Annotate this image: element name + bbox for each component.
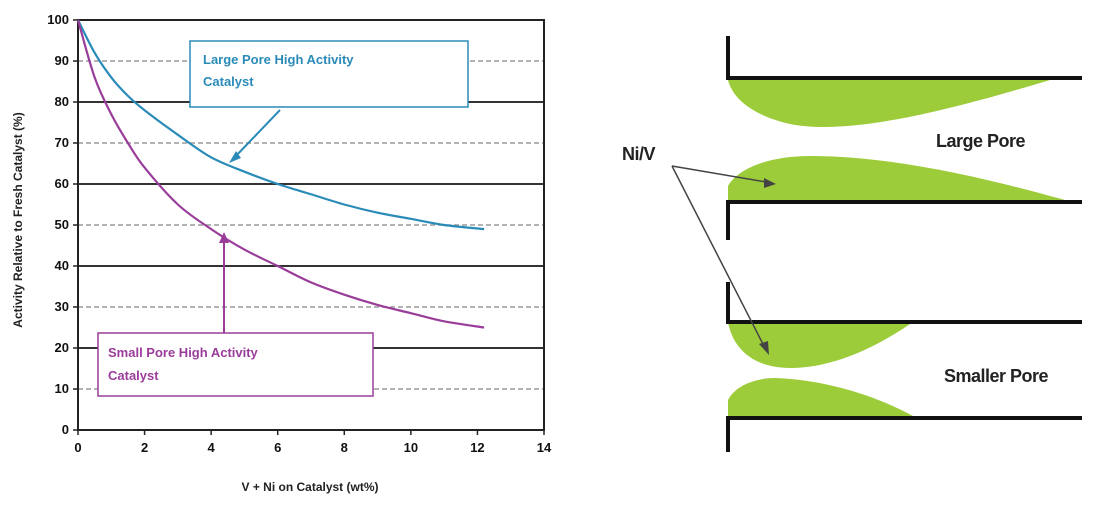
small-pore-callout: Small Pore High Activity Catalyst <box>97 232 374 397</box>
x-tick-label: 10 <box>404 440 418 455</box>
y-tick-label: 20 <box>55 340 69 355</box>
small-pore-callout-arrowhead <box>219 232 229 243</box>
y-tick-label: 30 <box>55 299 69 314</box>
series-lines <box>76 19 485 329</box>
y-axis-label: Activity Relative to Fresh Catalyst (%) <box>11 112 25 327</box>
x-tick-label: 14 <box>537 440 552 455</box>
y-tick-label: 40 <box>55 258 69 273</box>
small-pore-series-line <box>76 19 485 329</box>
y-tick-label: 70 <box>55 135 69 150</box>
x-tick-label: 4 <box>208 440 216 455</box>
x-axis-label: V + Ni on Catalyst (wt%) <box>241 480 378 494</box>
nivi-pointer-small <box>671 165 767 351</box>
y-tick-label: 90 <box>55 53 69 68</box>
large-pore-bottom-wall <box>726 200 1082 240</box>
y-tick-label: 80 <box>55 94 69 109</box>
large-pore-callout-text: Large Pore High Activity Catalyst <box>203 52 357 89</box>
nivi-arrowhead-small <box>759 341 769 355</box>
nivi-label: Ni/V <box>622 144 656 164</box>
x-tick-label: 0 <box>74 440 81 455</box>
y-tick-label: 10 <box>55 381 69 396</box>
nivi-pointer-large <box>671 165 773 184</box>
large-pore-series-line <box>77 19 485 231</box>
x-tick-label: 8 <box>341 440 348 455</box>
small-pore-callout-box <box>97 332 374 397</box>
smaller-pore-top-wall <box>726 282 1082 324</box>
small-pore-callout-line2: Catalyst <box>108 368 159 383</box>
large-pore-callout-pointer <box>233 109 281 159</box>
large-pore-label: Large Pore <box>936 131 1026 151</box>
x-tick-label: 2 <box>141 440 148 455</box>
large-pore-callout-line1: Large Pore High Activity <box>203 52 354 67</box>
activity-chart: 0 2 4 6 8 10 12 14 0 10 20 30 40 50 60 70 80 90 100 V + N… <box>11 12 552 494</box>
x-tick-label: 6 <box>274 440 281 455</box>
smaller-pore-label: Smaller Pore <box>944 366 1049 386</box>
nivi-arrowhead-large <box>764 178 776 188</box>
smaller-pore-top-deposit <box>728 322 913 368</box>
small-pore-callout-text: Small Pore High Activity Catalyst <box>108 345 261 383</box>
large-pore-top-wall <box>726 36 1082 80</box>
large-pore-callout: Large Pore High Activity Catalyst <box>189 40 469 163</box>
large-pore-top-deposit <box>728 80 1050 127</box>
large-pore-callout-line2: Catalyst <box>203 74 254 89</box>
y-tick-label: 60 <box>55 176 69 191</box>
large-pore-callout-arrowhead <box>229 151 241 163</box>
pore-diagram: Ni/V Large Pore Smaller Pore <box>622 36 1082 452</box>
y-axis-ticks: 0 10 20 30 40 50 60 70 80 90 100 <box>47 12 78 437</box>
smaller-pore-bottom-wall <box>726 416 1082 452</box>
x-tick-label: 12 <box>470 440 484 455</box>
smaller-pore-bottom-deposit <box>728 378 913 416</box>
large-pore-callout-box <box>189 40 469 108</box>
y-tick-label: 0 <box>62 422 69 437</box>
y-tick-label: 50 <box>55 217 69 232</box>
x-axis-ticks: 0 2 4 6 8 10 12 14 <box>74 430 552 455</box>
large-pore-bottom-deposit <box>728 156 1072 202</box>
y-tick-label: 100 <box>47 12 69 27</box>
small-pore-callout-line1: Small Pore High Activity <box>108 345 259 360</box>
